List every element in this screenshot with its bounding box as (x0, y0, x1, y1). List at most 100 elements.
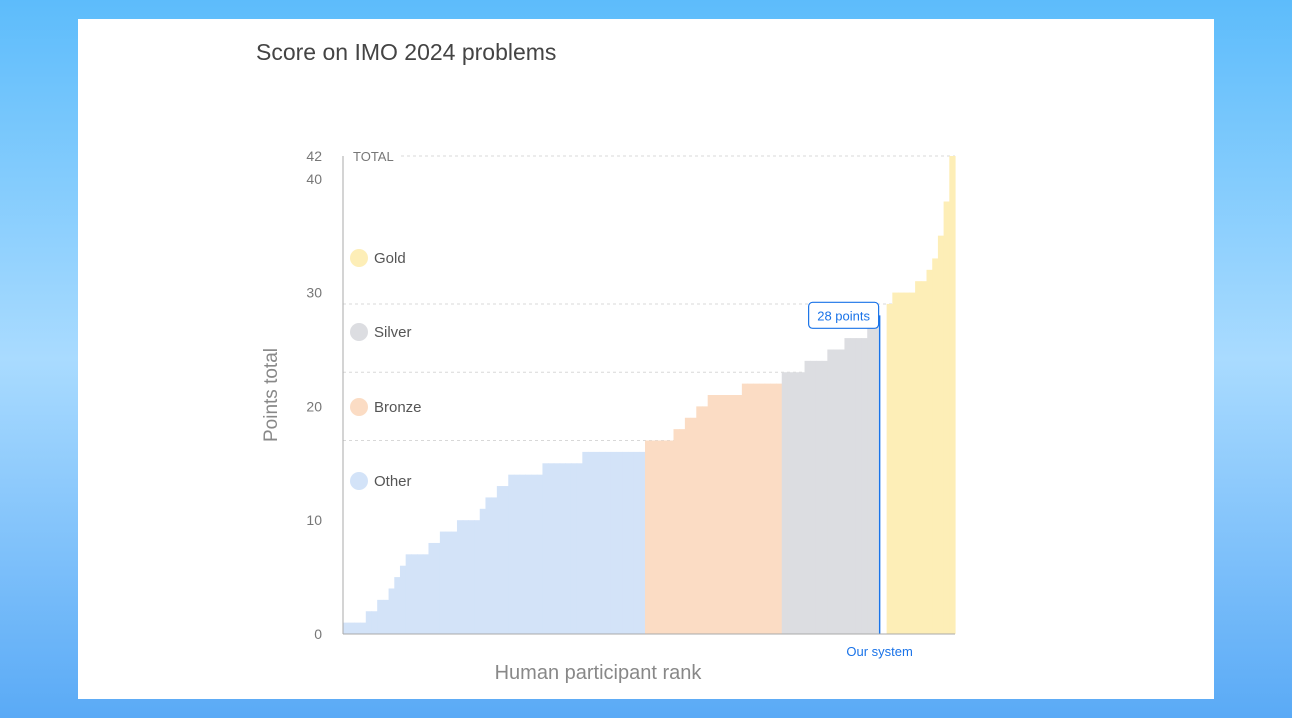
legend-swatch-bronze (350, 398, 368, 416)
bar-other (354, 622, 361, 634)
bar-bronze (679, 429, 686, 634)
y-tick-label: 20 (306, 398, 322, 414)
bar-silver (833, 349, 840, 634)
bar-gold (932, 258, 939, 634)
bar-gold (920, 281, 928, 634)
bar-silver (861, 338, 868, 634)
bar-bronze (673, 429, 680, 634)
bar-silver (804, 360, 811, 634)
bar-other (570, 463, 578, 634)
bar-other (468, 520, 475, 634)
bar-other (496, 486, 504, 634)
chart-card: Score on IMO 2024 problems 28 points Our … (78, 19, 1214, 699)
bar-bronze (719, 395, 726, 634)
bar-silver (838, 349, 846, 634)
bar-other (548, 463, 555, 634)
bar-other (428, 542, 435, 634)
bar-bronze (753, 383, 760, 634)
bar-other (531, 474, 538, 634)
bar-other (388, 588, 395, 634)
bar-other (462, 520, 469, 634)
bar-gold (898, 292, 905, 634)
x-axis-label: Human participant rank (495, 662, 703, 684)
legend-label-other: Other (374, 473, 412, 490)
bar-other (382, 599, 390, 634)
bar-silver (793, 372, 800, 634)
our-system-bar (878, 315, 887, 634)
bar-other (394, 577, 401, 634)
bar-other (542, 463, 549, 634)
bar-other (365, 611, 373, 634)
bar-other (559, 463, 566, 634)
bar-bronze (736, 395, 743, 634)
chart-svg: 28 points Our system 0 10 20 30 40 42 TOTAL Gold S… (261, 148, 956, 684)
bar-other (508, 474, 515, 634)
bar-silver (810, 360, 817, 634)
bar-silver (872, 326, 880, 634)
bar-other (417, 554, 424, 634)
bar-gold (949, 156, 956, 634)
y-axis-label: Points total (261, 348, 282, 442)
bar-bronze (713, 395, 720, 634)
bar-other (639, 451, 646, 634)
legend-swatch-gold (350, 249, 368, 267)
bar-other (445, 531, 452, 634)
bar-gold (892, 292, 899, 634)
bar-other (348, 622, 355, 634)
bar-bronze (701, 406, 709, 634)
bar-other (377, 599, 384, 634)
legend-label-gold: Gold (374, 250, 406, 267)
bar-bronze (741, 383, 749, 634)
bar-gold (909, 292, 916, 634)
bar-bronze (707, 395, 714, 634)
bar-other (474, 520, 481, 634)
bar-other (599, 451, 606, 634)
y-tick-label: 42 (306, 148, 322, 164)
legend-swatch-other (350, 472, 368, 490)
bar-bronze (650, 440, 657, 634)
bar-bronze (758, 383, 766, 634)
legend-label-silver: Silver (374, 324, 412, 341)
bar-gold (926, 269, 933, 634)
bar-bronze (776, 383, 783, 634)
bar-other (519, 474, 526, 634)
bar-bronze (684, 417, 692, 634)
bar-other (491, 497, 498, 634)
bar-other (576, 463, 583, 634)
score-callout-label: 28 points (817, 308, 870, 323)
bar-other (616, 451, 623, 634)
bar-other (434, 542, 441, 634)
bar-bronze (645, 440, 652, 634)
y-tick-label: 0 (314, 626, 322, 642)
bar-silver (850, 338, 857, 634)
bar-gold (937, 235, 945, 634)
bar-bronze (747, 383, 754, 634)
bar-other (525, 474, 532, 634)
bar-other (479, 508, 487, 634)
bar-other (405, 554, 412, 634)
bar-bronze (724, 395, 732, 634)
total-label: TOTAL (353, 149, 394, 164)
bar-silver (844, 338, 851, 634)
score-callout-box (808, 301, 880, 329)
bar-other (633, 451, 640, 634)
bar-other (627, 451, 635, 634)
bar-bronze (667, 440, 675, 634)
bar-bronze (690, 417, 697, 634)
bar-gold (903, 292, 911, 634)
bar-other (553, 463, 561, 634)
bar-other (622, 451, 629, 634)
bar-other (411, 554, 418, 634)
bar-other (588, 451, 595, 634)
bar-bronze (656, 440, 663, 634)
bar-other (605, 451, 612, 634)
bar-other (451, 531, 458, 634)
bar-other (565, 463, 572, 634)
bar-other (360, 622, 367, 634)
our-system-label: Our system (846, 644, 912, 659)
bar-silver (787, 372, 794, 634)
bar-other (536, 474, 544, 634)
bar-other (439, 531, 447, 634)
bar-other (343, 622, 350, 634)
bar-silver (798, 372, 806, 634)
